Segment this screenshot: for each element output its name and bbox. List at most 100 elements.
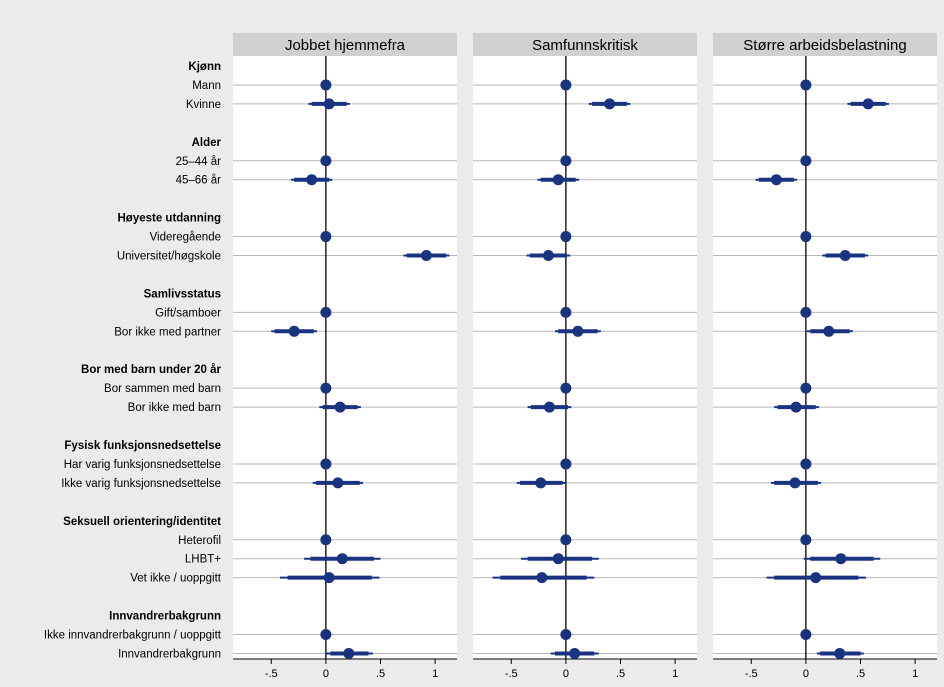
row-label: 25–44 år: [176, 156, 222, 168]
estimate-point: [552, 553, 564, 565]
estimate-point: [560, 629, 572, 640]
estimate-point: [560, 458, 572, 470]
group-label: Innvandrerbakgrunn: [109, 611, 221, 623]
plot-area: [713, 56, 937, 659]
plot-area: [473, 56, 697, 659]
x-tick-label: 1: [912, 668, 918, 680]
x-tick-label: 0: [323, 668, 329, 680]
x-tick-label: -.5: [505, 668, 518, 680]
estimate-point: [320, 629, 332, 640]
row-label: Vet ikke / uoppgitt: [130, 573, 222, 585]
estimate-point: [839, 250, 851, 261]
panel-title: Større arbeidsbelastning: [743, 37, 906, 54]
x-tick-label: .5: [856, 668, 865, 680]
estimate-point: [770, 174, 782, 186]
panel-3: Større arbeidsbelastning -.5 0 .5 1: [713, 33, 937, 680]
estimate-point: [552, 174, 564, 186]
x-tick-label: 1: [432, 668, 438, 680]
estimate-point: [334, 401, 346, 413]
estimate-point: [560, 382, 572, 394]
plot-area: [233, 56, 457, 659]
estimate-point: [800, 155, 812, 167]
estimate-point: [560, 534, 572, 546]
estimate-point: [323, 572, 335, 584]
estimate-point: [535, 477, 547, 489]
estimate-point: [800, 534, 812, 546]
estimate-point: [800, 79, 812, 91]
x-tick-label: .5: [376, 668, 385, 680]
estimate-point: [862, 98, 874, 110]
estimate-point: [560, 231, 572, 243]
row-label: Bor sammen med barn: [104, 383, 221, 395]
estimate-point: [800, 629, 812, 640]
row-label: Gift/samboer: [155, 307, 221, 319]
row-label: Universitet/høgskole: [117, 251, 221, 263]
panel-1: Jobbet hjemmefra -.5 0 .5 1: [233, 33, 457, 680]
x-tick-label: 0: [803, 668, 809, 680]
estimate-point: [604, 98, 616, 110]
panel-header: [473, 33, 697, 56]
estimate-point: [542, 250, 554, 261]
estimate-point: [834, 647, 846, 659]
row-label: Kvinne: [186, 99, 221, 111]
estimate-point: [320, 534, 332, 546]
estimate-point: [332, 477, 344, 489]
estimate-point: [536, 572, 548, 584]
group-label: Fysisk funksjonsnedsettelse: [64, 440, 221, 452]
group-label: Høyeste utdanning: [117, 213, 221, 225]
x-tick-label: -.5: [745, 668, 758, 680]
estimate-point: [320, 458, 332, 470]
row-label: LHBT+: [185, 554, 221, 566]
panel-title: Jobbet hjemmefra: [285, 37, 406, 54]
estimate-point: [560, 306, 572, 318]
estimate-point: [800, 458, 812, 470]
estimate-point: [543, 401, 555, 413]
estimate-point: [800, 306, 812, 318]
estimate-point: [560, 79, 572, 91]
group-label: Samlivsstatus: [144, 288, 221, 300]
row-label: Mann: [192, 80, 221, 92]
group-label: Seksuell orientering/identitet: [63, 516, 221, 528]
estimate-point: [323, 98, 335, 110]
estimate-point: [320, 231, 332, 243]
panel-title: Samfunnskritisk: [532, 37, 638, 54]
estimate-point: [320, 79, 332, 91]
row-label: Videregående: [150, 232, 221, 244]
row-label: Ikke varig funksjonsnedsettelse: [61, 478, 221, 490]
group-label: Kjønn: [188, 61, 221, 73]
estimate-point: [800, 231, 812, 243]
estimate-point: [320, 155, 332, 167]
panel-header: [713, 33, 937, 56]
estimate-point: [789, 477, 801, 489]
estimate-point: [288, 325, 300, 337]
panel-header: [233, 33, 457, 56]
estimate-point: [420, 250, 432, 261]
group-label: Bor med barn under 20 år: [81, 364, 221, 376]
row-label: 45–66 år: [176, 175, 222, 187]
estimate-point: [835, 553, 847, 565]
row-label: Har varig funksjonsnedsettelse: [64, 459, 221, 471]
estimate-point: [569, 647, 581, 659]
estimate-point: [790, 401, 802, 413]
row-label: Innvandrerbakgrunn: [118, 648, 221, 660]
estimate-point: [306, 174, 318, 186]
x-tick-label: -.5: [265, 668, 278, 680]
row-label: Bor ikke med barn: [128, 402, 221, 414]
x-tick-label: .5: [616, 668, 625, 680]
x-tick-label: 0: [563, 668, 569, 680]
panel-2: Samfunnskritisk -.5 0 .5 1: [473, 33, 697, 680]
estimate-point: [823, 325, 835, 337]
estimate-point: [320, 306, 332, 318]
estimate-point: [572, 325, 584, 337]
estimate-point: [810, 572, 822, 584]
estimate-point: [800, 382, 812, 394]
group-label: Alder: [192, 137, 222, 149]
row-label: Heterofil: [178, 535, 221, 547]
estimate-point: [343, 647, 355, 659]
x-tick-label: 1: [672, 668, 678, 680]
estimate-point: [336, 553, 348, 565]
row-label: Ikke innvandrerbakgrunn / uoppgitt: [44, 630, 222, 642]
row-label: Bor ikke med partner: [114, 326, 221, 338]
estimate-point: [320, 382, 332, 394]
